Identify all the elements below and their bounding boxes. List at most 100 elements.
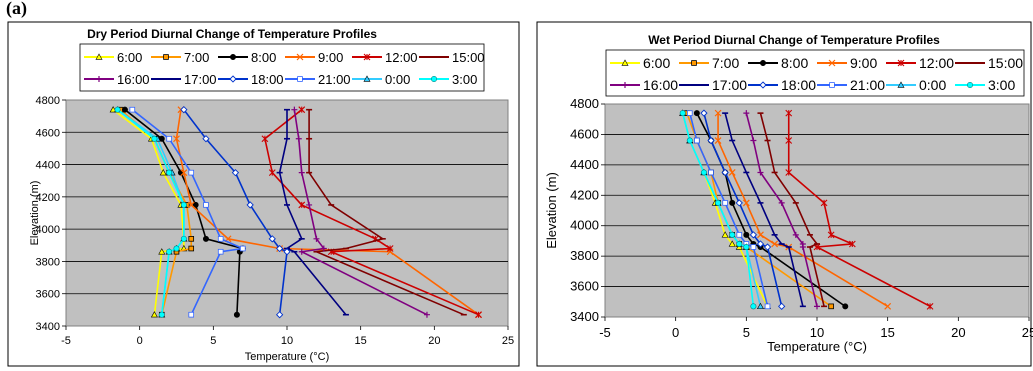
wet-point-11-1 [686,137,693,144]
wet-point-11-6 [743,244,750,251]
wet-xlabel: Temperature (°C) [767,339,867,354]
wet-xtick-label-6: 25 [1022,325,1033,340]
wet-point-4-0 [785,109,793,117]
dry-point-8-3 [246,201,254,209]
wet-series-7 [722,112,806,308]
dry-point-11-7 [158,311,165,318]
wet-legend-label-0: 6:00 [643,55,670,71]
dry-title: Dry Period Diurnal Change of Temperature… [87,27,377,41]
wet-xtick-label-5: 20 [951,325,965,340]
wet-legend-item-9: 21:00 [817,77,885,93]
dry-point-11-3 [180,201,187,208]
dry-point-4-5 [386,245,394,252]
wet-legend-item-2: 8:00 [748,55,808,71]
dry-point-8-5 [275,244,284,253]
dry-point-8-6 [283,248,291,256]
dry-xtick-label-0: -5 [61,335,71,347]
dry-point-11-0 [114,106,121,113]
wet-series-11 [679,110,757,310]
dry-point-11-1 [151,135,158,142]
wet-point-4-4 [827,231,835,239]
dry-xtick-label-6: 25 [502,335,514,347]
wet-legend-marker-11 [966,82,973,89]
wet-xtick-label-4: 15 [880,325,894,340]
wet-point-2-3 [729,199,736,206]
dry-point-6-7 [423,311,430,318]
dry-legend-label-6: 16:00 [117,72,150,87]
wet-point-6-2 [757,169,764,176]
wet-xtick-label-0: -5 [599,325,611,340]
wet-point-3-7 [884,302,892,310]
dry-legend-label-4: 12:00 [385,50,418,65]
dry-point-6-6 [298,248,305,255]
wet-point-2-4 [743,231,750,238]
dry-legend-marker-11 [430,76,437,83]
wet-legend-item-11: 3:00 [955,77,1015,93]
dry-series-line-4 [264,109,479,316]
wet-point-6-7 [814,303,820,310]
wet-point-2-0 [693,110,700,117]
dry-series-11 [114,106,187,318]
dry-series-line-6 [293,109,428,316]
wet-ytick-label-4: 4200 [570,187,599,202]
wet-legend-marker-9 [829,82,835,88]
dry-legend-label-0: 6:00 [117,50,142,65]
dry-legend-item-3: 9:00 [285,50,343,65]
dry-legend-item-4: 12:00 [352,50,418,65]
dry-series-7 [276,108,349,316]
wet-ytick-label-5: 4400 [570,157,599,172]
dry-series-6 [291,106,430,318]
wet-point-8-3 [735,199,743,207]
dry-point-11-6 [166,248,173,255]
wet-point-8-7 [778,302,786,310]
dry-point-6-3 [306,201,313,208]
dry-point-4-2 [268,169,276,177]
wet-point-6-6 [799,244,806,251]
dry-point-11-5 [173,245,180,252]
dry-legend-label-9: 21:00 [318,72,351,87]
dry-series-line-3 [175,109,479,316]
wet-point-6-3 [778,199,785,206]
dry-legend-item-2: 8:00 [218,50,276,65]
wet-xtick-label-3: 10 [810,325,824,340]
wet-point-0-4 [721,231,729,238]
wet-legend-marker-8 [759,81,767,89]
wet-point-8-6 [763,243,772,251]
wet-legend-label-2: 8:00 [781,55,808,71]
dry-point-6-0 [291,106,298,113]
dry-legend-item-9: 21:00 [285,72,351,87]
wet-point-1-7 [828,303,834,310]
wet-point-11-3 [715,199,722,206]
dry-point-9-4 [217,236,224,242]
dry-legend-label-5: 15:00 [452,50,485,65]
wet-series-4 [785,109,934,310]
wet-point-2-7 [842,303,849,310]
dry-xtick-label-3: 10 [281,335,293,347]
wet-legend-label-1: 7:00 [712,55,739,71]
wet-xtick-label-2: 5 [743,325,750,340]
dry-point-9-7 [188,311,195,318]
dry-point-0-7 [150,311,158,318]
wet-ylabel: Elevation (m) [544,172,559,249]
dry-point-11-4 [180,235,187,242]
dry-ytick-label-0: 3400 [36,321,60,333]
dry-point-11-2 [166,169,173,176]
wet-point-4-1 [785,137,793,144]
wet-legend-label-4: 12:00 [919,55,954,71]
wet-xtick-label-1: 0 [672,325,679,340]
wet-series-5 [757,112,828,308]
wet-legend-label-8: 18:00 [781,77,816,93]
wet-ytick-label-1: 3600 [570,279,599,294]
dry-point-4-0 [298,106,306,114]
wet-legend-item-3: 9:00 [817,55,877,71]
wet-legend-item-0: 6:00 [610,55,670,71]
wet-plot-area [604,103,1030,318]
wet-point-9-0 [687,110,693,116]
dry-legend-marker-2 [230,53,237,60]
wet-legend-item-4: 12:00 [886,55,954,71]
wet-point-3-2 [728,169,736,176]
dry-legend-label-2: 8:00 [251,50,276,65]
dry-ylabel: Elevation (m) [29,181,41,246]
wet-legend-marker-2 [759,59,766,66]
